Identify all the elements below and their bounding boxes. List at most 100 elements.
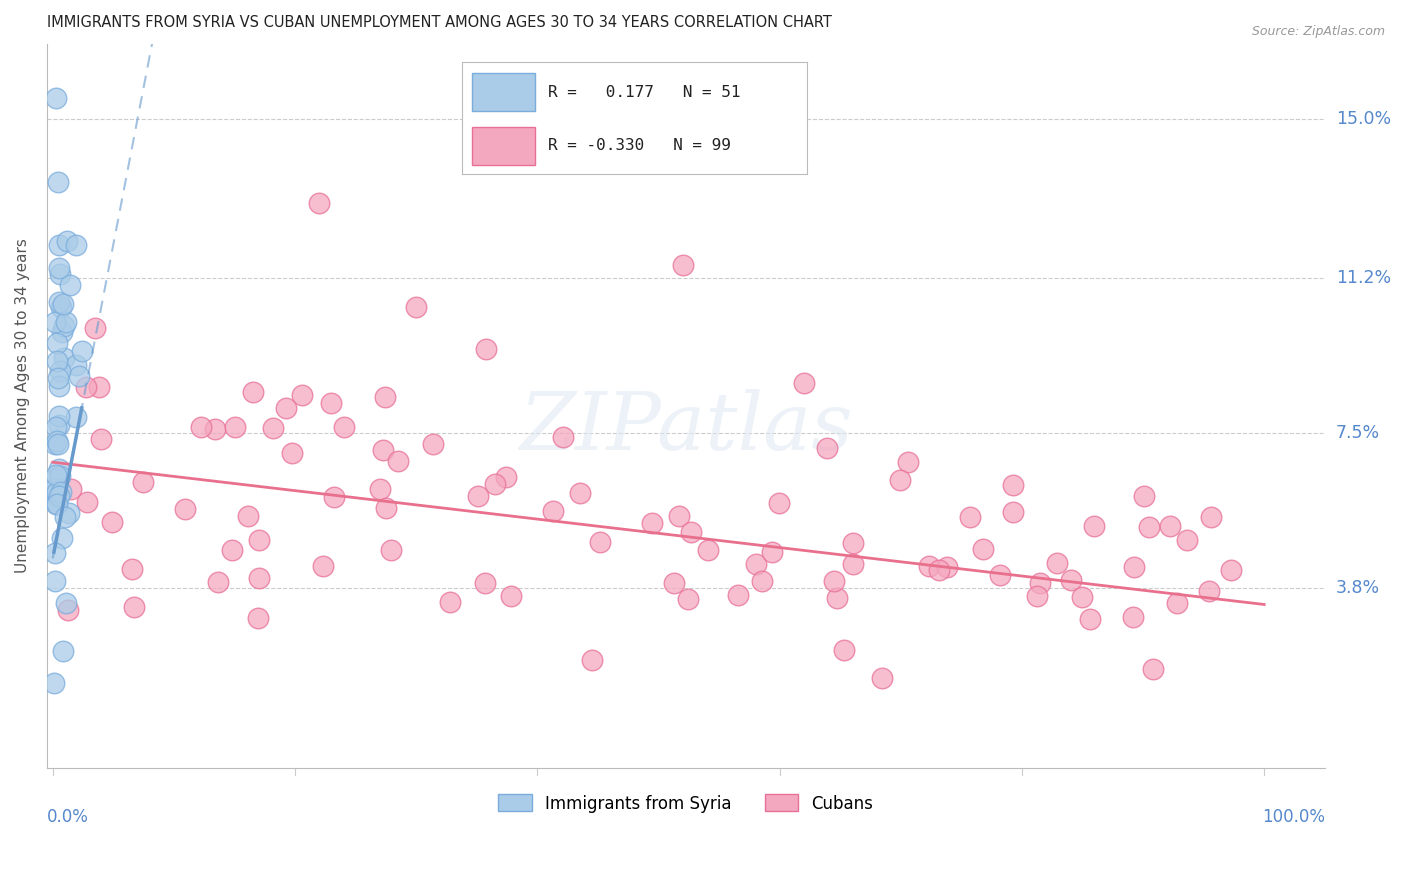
Point xyxy=(475,343,498,357)
Point xyxy=(745,557,768,571)
Point xyxy=(76,495,98,509)
Point xyxy=(553,430,575,444)
Point xyxy=(49,364,72,378)
Point xyxy=(59,278,82,293)
Text: Source: ZipAtlas.com: Source: ZipAtlas.com xyxy=(1251,25,1385,38)
Point xyxy=(51,326,73,340)
Point xyxy=(312,559,335,574)
Point xyxy=(247,533,270,547)
Point xyxy=(291,388,314,402)
Point xyxy=(581,653,603,667)
Point xyxy=(49,267,72,281)
Point xyxy=(48,409,70,423)
Point xyxy=(45,494,67,508)
Point xyxy=(928,564,950,578)
Point xyxy=(793,376,815,390)
Point xyxy=(988,568,1011,582)
Point xyxy=(46,485,69,500)
Point xyxy=(815,441,838,455)
Point xyxy=(42,487,65,501)
Point xyxy=(589,535,612,549)
Point xyxy=(42,482,65,496)
Point xyxy=(45,91,67,105)
Point xyxy=(207,574,229,589)
Point xyxy=(727,589,749,603)
Point xyxy=(1122,609,1144,624)
Point xyxy=(422,437,444,451)
Point xyxy=(1083,519,1105,533)
Point xyxy=(48,237,70,252)
Point xyxy=(368,482,391,496)
Point xyxy=(221,543,243,558)
Point xyxy=(333,420,356,434)
Point xyxy=(65,358,87,372)
Point xyxy=(1133,489,1156,503)
Point xyxy=(49,485,72,500)
Point xyxy=(1001,504,1024,518)
Point xyxy=(190,419,212,434)
Point xyxy=(58,603,80,617)
Point xyxy=(46,434,69,448)
Point xyxy=(52,644,75,658)
Point xyxy=(640,516,662,530)
Point xyxy=(48,417,70,432)
Point xyxy=(53,510,76,524)
Point xyxy=(676,592,699,607)
Point xyxy=(281,446,304,460)
Point xyxy=(664,575,686,590)
Point xyxy=(236,508,259,523)
Point xyxy=(1159,518,1181,533)
Point xyxy=(46,437,69,451)
Point xyxy=(541,504,564,518)
Point xyxy=(1071,591,1094,605)
Point xyxy=(55,596,77,610)
Point xyxy=(697,543,720,558)
Point xyxy=(827,591,849,606)
Point xyxy=(1060,574,1083,588)
Point xyxy=(48,260,70,275)
Point xyxy=(761,545,783,559)
Point xyxy=(44,546,66,560)
Point xyxy=(204,422,226,436)
Point xyxy=(246,610,269,624)
Point xyxy=(58,506,80,520)
Point xyxy=(918,559,941,574)
Point xyxy=(65,409,87,424)
Point xyxy=(276,401,298,415)
Point xyxy=(672,259,695,273)
Point xyxy=(374,390,396,404)
Point xyxy=(319,395,342,409)
Text: 0.0%: 0.0% xyxy=(46,807,89,825)
Point xyxy=(65,238,87,252)
Point xyxy=(889,473,911,487)
Point xyxy=(959,509,981,524)
Point xyxy=(1001,478,1024,492)
Point xyxy=(100,515,122,529)
Point xyxy=(51,531,73,545)
Point xyxy=(1029,575,1052,590)
Point xyxy=(49,469,72,483)
Point xyxy=(1025,589,1047,603)
Point xyxy=(1166,596,1188,610)
Point xyxy=(1078,612,1101,626)
Point xyxy=(1198,584,1220,599)
Point xyxy=(56,234,79,248)
Point xyxy=(242,384,264,399)
Point xyxy=(46,175,69,189)
Point xyxy=(439,595,461,609)
Point xyxy=(67,368,90,383)
Point xyxy=(897,455,920,469)
Point xyxy=(751,574,773,589)
Point xyxy=(48,489,70,503)
Text: 7.5%: 7.5% xyxy=(1336,424,1381,442)
Point xyxy=(45,467,67,482)
Point xyxy=(823,574,845,588)
Point xyxy=(371,443,394,458)
Point xyxy=(1175,533,1198,547)
Point xyxy=(121,562,143,576)
Point xyxy=(569,486,592,500)
Point xyxy=(484,477,506,491)
Point xyxy=(467,490,489,504)
Point xyxy=(42,472,65,486)
Legend: Immigrants from Syria, Cubans: Immigrants from Syria, Cubans xyxy=(489,786,882,821)
